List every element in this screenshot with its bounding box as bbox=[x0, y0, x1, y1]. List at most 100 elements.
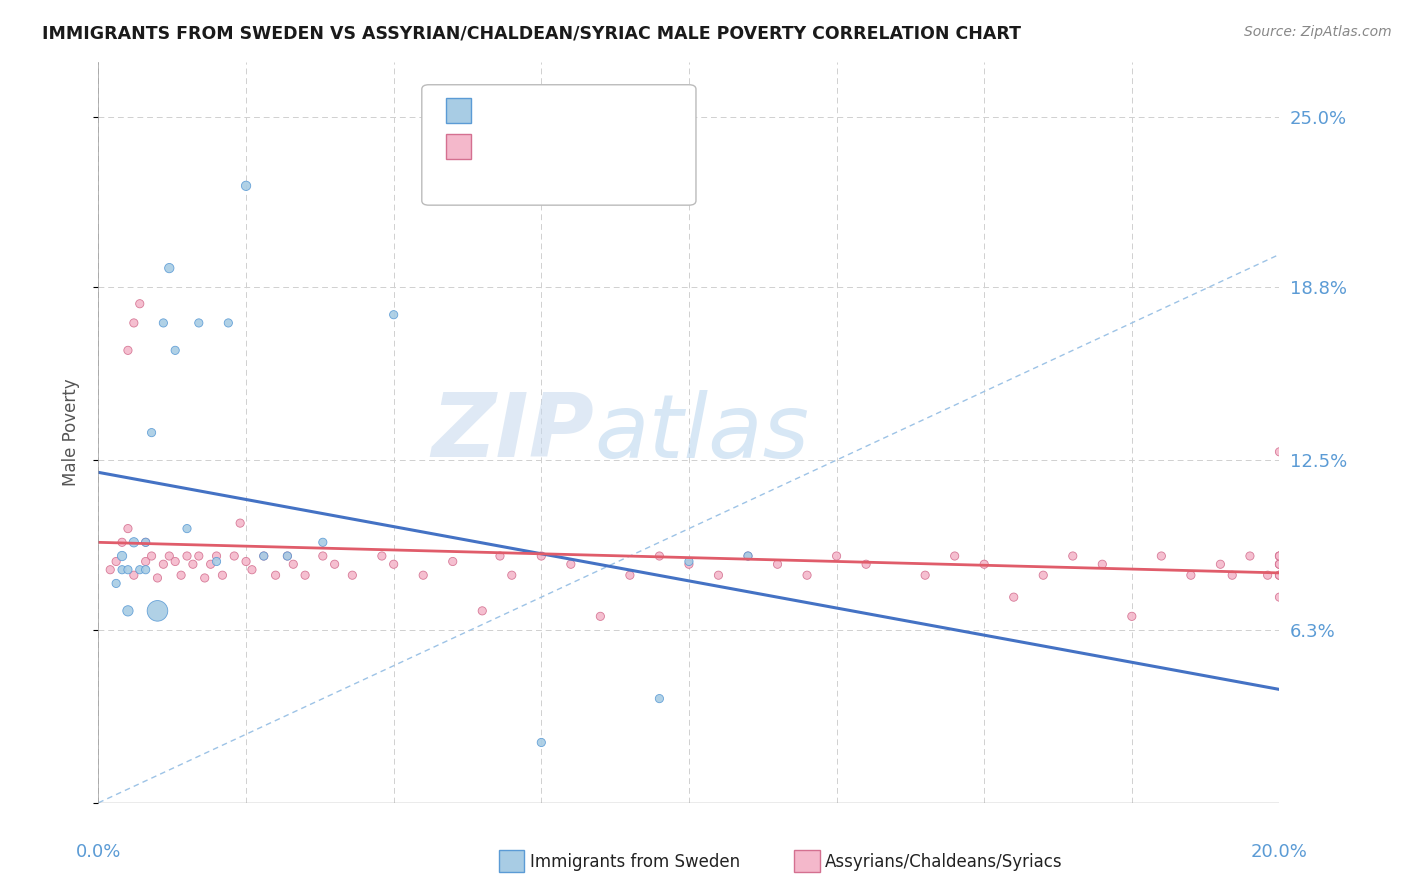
Point bbox=[796, 568, 818, 582]
Point bbox=[1032, 568, 1054, 582]
Point bbox=[1268, 549, 1291, 563]
Point bbox=[187, 549, 209, 563]
Text: Assyrians/Chaldeans/Syriacs: Assyrians/Chaldeans/Syriacs bbox=[825, 853, 1063, 871]
Point bbox=[648, 691, 671, 706]
Point bbox=[382, 558, 405, 572]
Point bbox=[135, 535, 157, 549]
Point bbox=[276, 549, 298, 563]
Point bbox=[170, 568, 193, 582]
Point bbox=[1268, 568, 1291, 582]
Point bbox=[560, 558, 582, 572]
Point bbox=[312, 535, 335, 549]
Point bbox=[312, 549, 335, 563]
Point bbox=[117, 604, 139, 618]
Point bbox=[323, 558, 346, 572]
Point bbox=[224, 549, 246, 563]
Point bbox=[1257, 568, 1279, 582]
Point bbox=[1121, 609, 1143, 624]
Point bbox=[105, 554, 128, 568]
Point bbox=[235, 554, 257, 568]
Point bbox=[283, 558, 305, 572]
Point bbox=[152, 316, 174, 330]
Point bbox=[648, 549, 671, 563]
Point bbox=[1209, 558, 1232, 572]
Point bbox=[412, 568, 434, 582]
Point bbox=[1268, 549, 1291, 563]
Text: 0.0%: 0.0% bbox=[76, 843, 121, 861]
Point bbox=[217, 316, 239, 330]
Point bbox=[1268, 549, 1291, 563]
Point bbox=[187, 316, 209, 330]
Point bbox=[1268, 568, 1291, 582]
Text: ZIP: ZIP bbox=[432, 389, 595, 476]
Point bbox=[914, 568, 936, 582]
Point bbox=[117, 522, 139, 536]
Point bbox=[1091, 558, 1114, 572]
Point bbox=[501, 568, 523, 582]
Point bbox=[264, 568, 287, 582]
Point bbox=[1268, 590, 1291, 604]
Point bbox=[766, 558, 789, 572]
Point bbox=[111, 535, 134, 549]
Point bbox=[943, 549, 966, 563]
Point bbox=[1002, 590, 1025, 604]
Point bbox=[194, 571, 217, 585]
Text: R = 0.003   N = 79: R = 0.003 N = 79 bbox=[479, 137, 650, 155]
Point bbox=[678, 558, 700, 572]
Point bbox=[111, 549, 134, 563]
Point bbox=[530, 549, 553, 563]
Y-axis label: Male Poverty: Male Poverty bbox=[62, 379, 80, 486]
Point bbox=[141, 425, 163, 440]
Text: Source: ZipAtlas.com: Source: ZipAtlas.com bbox=[1244, 25, 1392, 39]
Text: Immigrants from Sweden: Immigrants from Sweden bbox=[530, 853, 740, 871]
Point bbox=[105, 576, 128, 591]
Point bbox=[382, 308, 405, 322]
Point bbox=[1268, 558, 1291, 572]
Point bbox=[117, 343, 139, 358]
Point bbox=[157, 261, 180, 276]
Point bbox=[235, 178, 257, 193]
Point bbox=[141, 549, 163, 563]
Point bbox=[146, 604, 169, 618]
Point bbox=[1268, 568, 1291, 582]
Point bbox=[176, 522, 198, 536]
Point bbox=[122, 568, 145, 582]
Point bbox=[589, 609, 612, 624]
Point bbox=[135, 554, 157, 568]
Point bbox=[229, 516, 252, 530]
Text: 20.0%: 20.0% bbox=[1251, 843, 1308, 861]
Point bbox=[253, 549, 276, 563]
Point bbox=[165, 554, 187, 568]
Point bbox=[1150, 549, 1173, 563]
Point bbox=[1268, 558, 1291, 572]
Point bbox=[181, 558, 204, 572]
Point bbox=[157, 549, 180, 563]
Point bbox=[825, 549, 848, 563]
Point bbox=[276, 549, 298, 563]
Point bbox=[737, 549, 759, 563]
Point bbox=[371, 549, 394, 563]
Text: atlas: atlas bbox=[595, 390, 810, 475]
Point bbox=[1239, 549, 1261, 563]
Point bbox=[342, 568, 364, 582]
Point bbox=[240, 563, 263, 577]
Point bbox=[253, 549, 276, 563]
Point bbox=[122, 535, 145, 549]
Point bbox=[973, 558, 995, 572]
Point bbox=[1220, 568, 1243, 582]
Point bbox=[111, 563, 134, 577]
Point bbox=[211, 568, 233, 582]
Point bbox=[1268, 558, 1291, 572]
Point bbox=[489, 549, 512, 563]
Point bbox=[441, 554, 464, 568]
Point bbox=[619, 568, 641, 582]
Point bbox=[165, 343, 187, 358]
Point bbox=[530, 735, 553, 749]
Point bbox=[737, 549, 759, 563]
Point bbox=[855, 558, 877, 572]
Point bbox=[135, 563, 157, 577]
Point bbox=[98, 563, 121, 577]
Point bbox=[471, 604, 494, 618]
Point bbox=[176, 549, 198, 563]
Point bbox=[117, 563, 139, 577]
